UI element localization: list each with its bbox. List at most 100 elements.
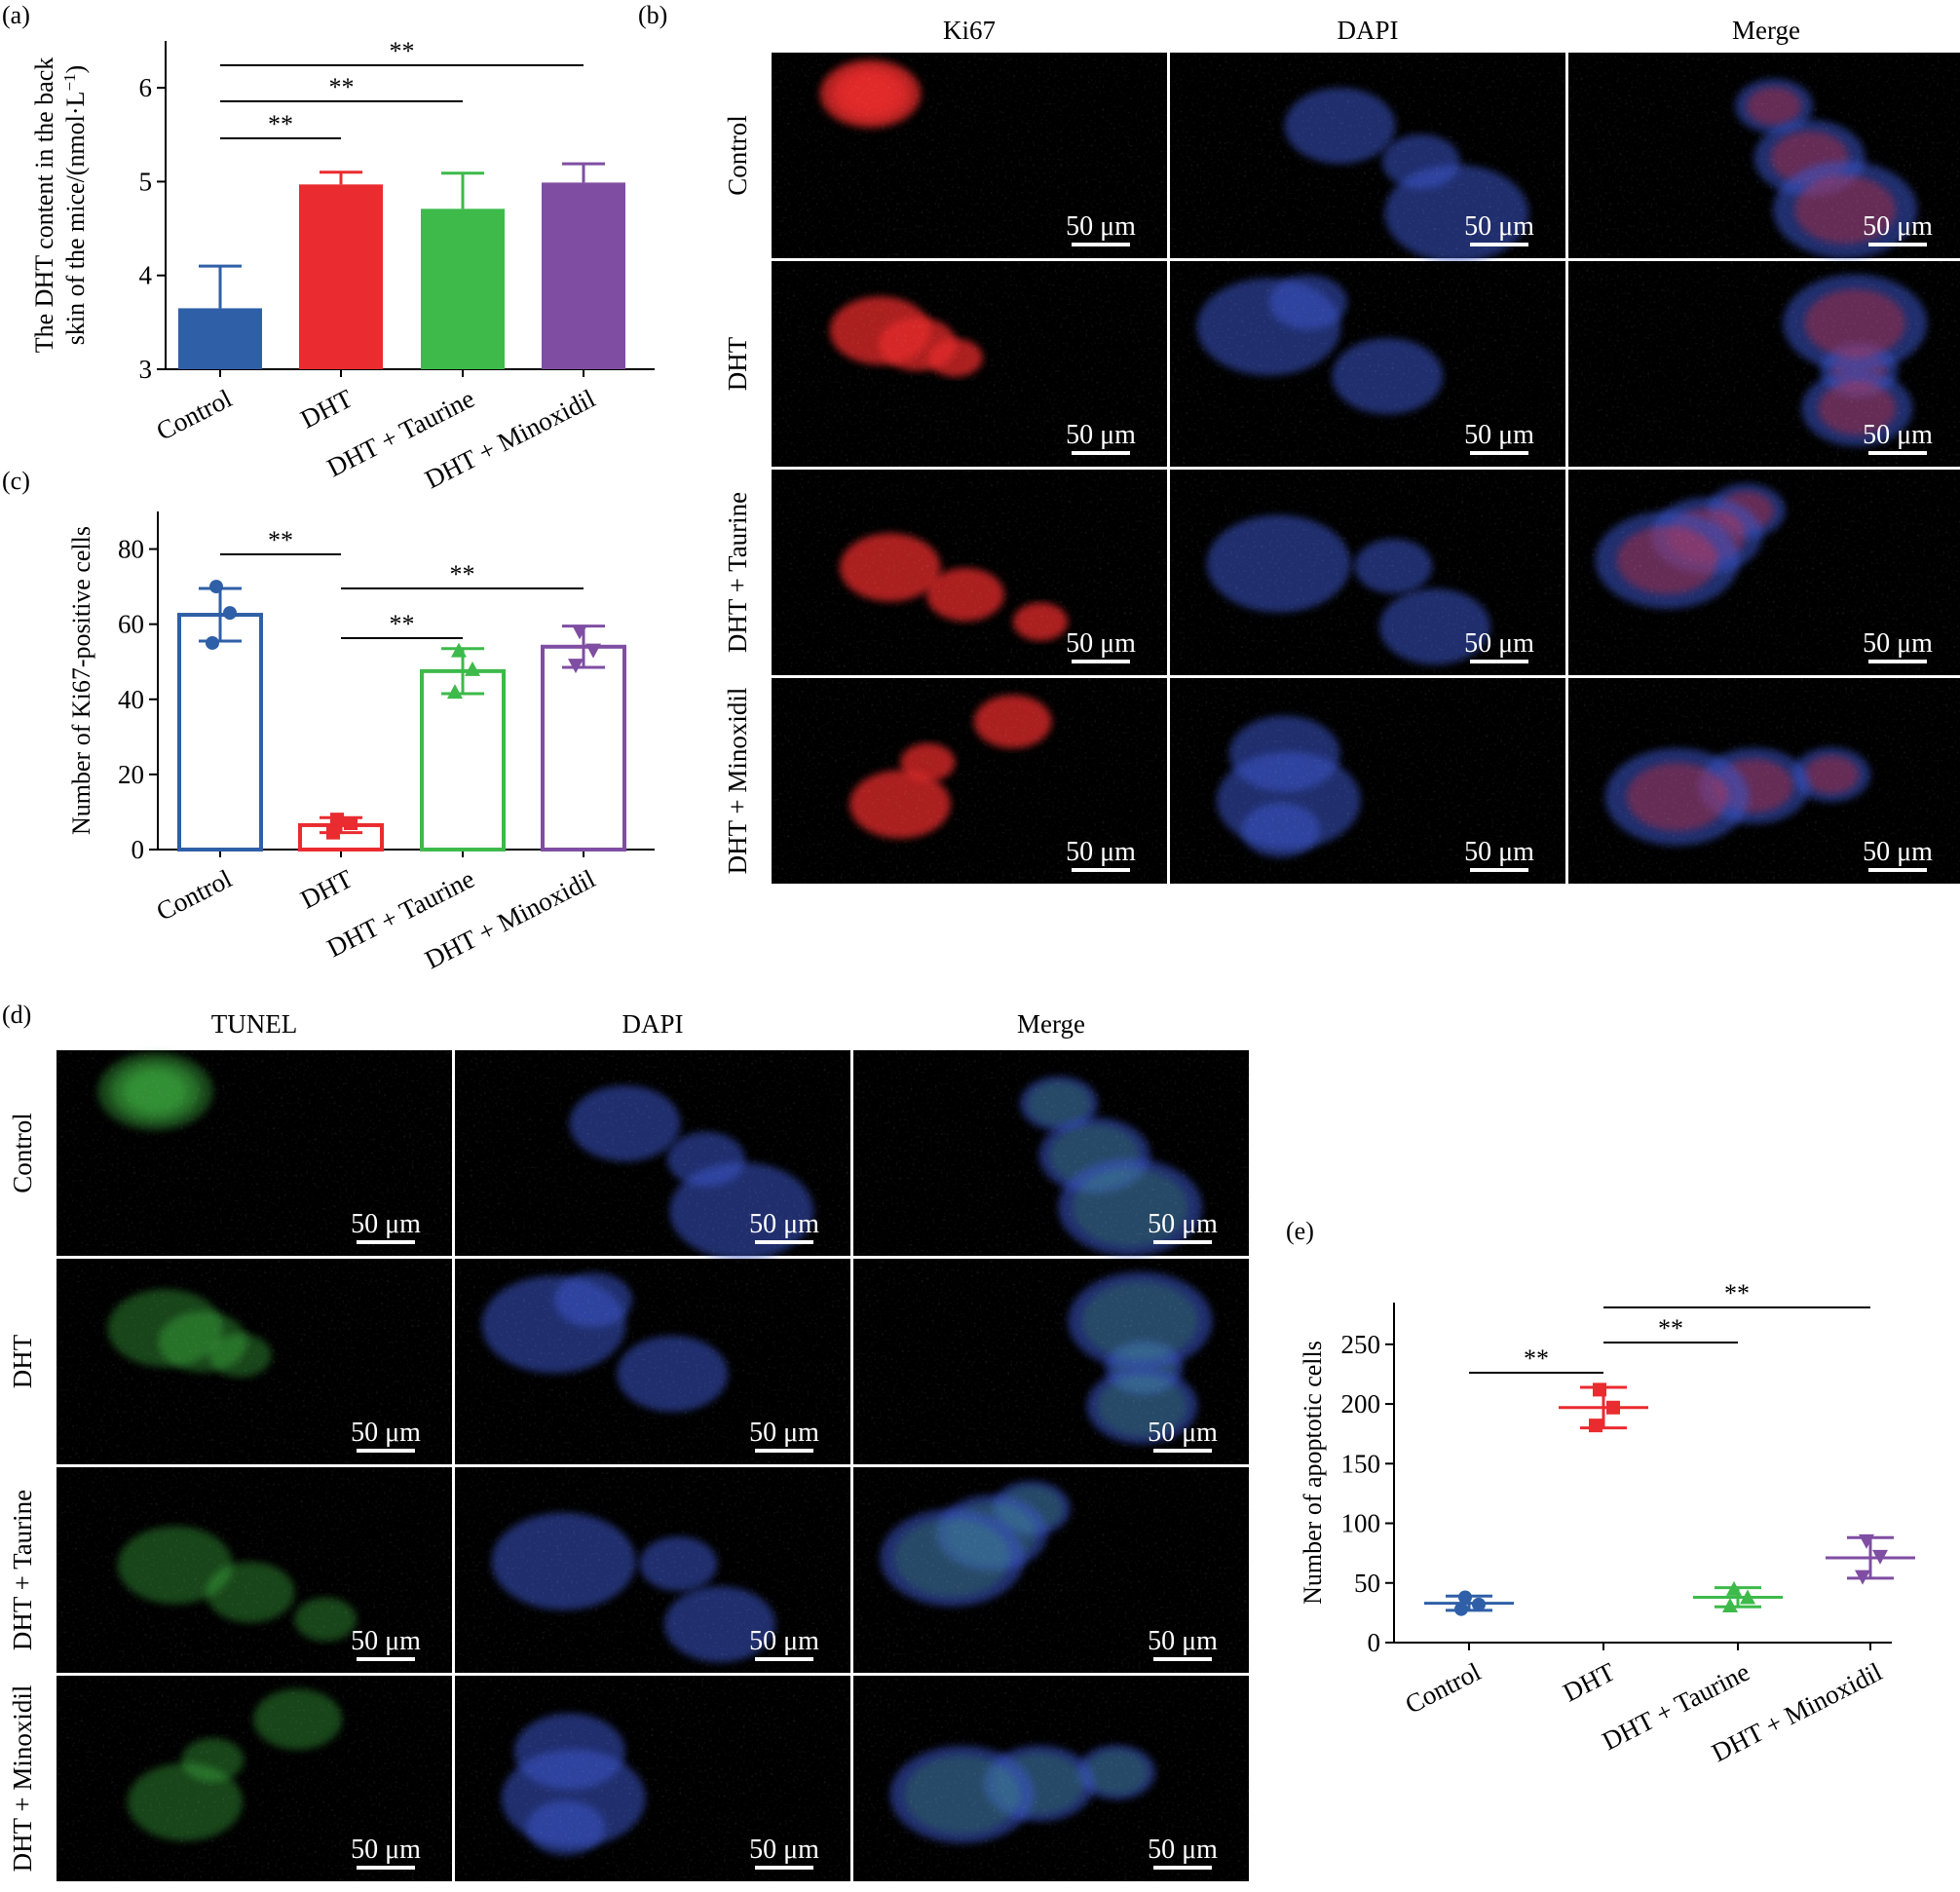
significance-marker: ** — [1724, 1279, 1750, 1307]
micrograph-texture — [1568, 53, 1960, 258]
x-tick-label: Control — [1401, 1657, 1486, 1720]
data-point — [1722, 1598, 1738, 1613]
micrograph-dapi: 50 μm — [1170, 470, 1565, 675]
micrograph-texture — [853, 1467, 1249, 1673]
row-label: DHT + Minoxidil — [723, 688, 752, 875]
data-point — [330, 813, 344, 827]
column-label: Ki67 — [943, 16, 996, 45]
data-point — [1859, 1533, 1874, 1549]
micrograph-texture — [1170, 470, 1565, 675]
data-point — [585, 643, 601, 659]
micrograph-merge: 50 μm — [853, 1259, 1249, 1464]
row-label: Control — [723, 115, 752, 196]
micrograph-merge: 50 μm — [1568, 261, 1960, 467]
y-tick-label: 40 — [118, 685, 144, 714]
micrograph-texture — [853, 1676, 1249, 1881]
micrograph-dapi: 50 μm — [1170, 261, 1565, 467]
row-label: DHT + Minoxidil — [8, 1685, 37, 1873]
micrograph-texture — [853, 1259, 1249, 1464]
micrograph-texture — [1568, 470, 1960, 675]
significance-marker: ** — [268, 110, 293, 138]
micrograph-dapi: 50 μm — [455, 1050, 850, 1261]
micrograph-tunel: 50 μm — [57, 1050, 452, 1256]
micrograph-texture — [57, 1259, 452, 1464]
scale-bar-label: 50 μm — [1148, 1418, 1218, 1448]
micrograph-tunel: 50 μm — [57, 1467, 452, 1673]
scale-bar-label: 50 μm — [1066, 628, 1136, 659]
micrograph-texture — [57, 1467, 452, 1673]
y-axis-label-line2: skin of the mice/(nmol·L−1) — [60, 65, 91, 345]
significance-marker: ** — [390, 610, 415, 638]
x-tick-label: DHT — [1559, 1656, 1621, 1707]
microscopy-grid-d: TUNEL DAPI Merge Control 50 μm 50 μm 50 μm DHT 5… — [8, 1009, 1249, 1881]
micrograph-texture — [772, 53, 1167, 258]
column-label: Merge — [1732, 16, 1800, 45]
micrograph-texture — [1568, 261, 1960, 467]
scale-bar-label: 50 μm — [351, 1209, 421, 1239]
micrograph-texture — [455, 1259, 850, 1464]
micrograph-dapi: 50 μm — [455, 1676, 850, 1881]
data-point — [451, 642, 467, 658]
x-tick-label: DHT — [296, 863, 358, 914]
micrograph-texture — [455, 1050, 850, 1256]
micrograph-dapi: 50 μm — [1170, 678, 1565, 884]
micrograph-ki67: 50 μm — [772, 678, 1167, 884]
panel-label-e: (e) — [1286, 1217, 1314, 1245]
bar — [177, 613, 263, 851]
bar — [299, 184, 383, 369]
micrograph-merge: 50 μm — [1568, 470, 1960, 675]
y-tick-label: 50 — [1354, 1569, 1380, 1598]
micrograph-tunel: 50 μm — [57, 1259, 452, 1464]
data-point — [1726, 1580, 1742, 1596]
micrograph-texture — [853, 1050, 1249, 1256]
bar — [421, 208, 505, 369]
micrograph-texture — [772, 470, 1167, 675]
y-tick-label: 0 — [1368, 1628, 1381, 1657]
column-label: DAPI — [622, 1009, 683, 1039]
data-point — [209, 580, 223, 594]
data-point — [1458, 1590, 1472, 1605]
column-label: Merge — [1017, 1009, 1085, 1039]
scale-bar-label: 50 μm — [1863, 420, 1933, 450]
column-label: TUNEL — [211, 1009, 297, 1039]
scale-bar-label: 50 μm — [749, 1418, 819, 1448]
micrograph-texture — [772, 261, 1167, 467]
micrograph-dapi: 50 μm — [455, 1467, 850, 1673]
micrograph-texture — [455, 1676, 850, 1881]
bar — [542, 182, 625, 369]
scale-bar-label: 50 μm — [1066, 837, 1136, 867]
data-point — [1454, 1602, 1468, 1616]
micrograph-dapi: 50 μm — [1170, 53, 1565, 263]
data-point — [465, 661, 480, 676]
bar — [420, 668, 506, 851]
chart-e-apoptotic-count: 0 50 100 150 200 250 Number of apoptotic cells… — [1299, 1279, 1915, 1767]
y-tick-label: 20 — [118, 760, 144, 789]
significance-marker: ** — [1658, 1314, 1683, 1343]
data-point — [206, 635, 219, 650]
scale-bar-label: 50 μm — [1148, 1835, 1218, 1865]
micrograph-texture — [57, 1676, 452, 1881]
scale-bar-label: 50 μm — [1464, 837, 1534, 867]
scale-bar-label: 50 μm — [1464, 211, 1534, 242]
y-tick-label: 150 — [1341, 1449, 1381, 1478]
micrograph-texture — [1170, 678, 1565, 884]
data-point — [568, 659, 584, 674]
scale-bar-label: 50 μm — [351, 1835, 421, 1865]
y-tick-label: 60 — [118, 610, 144, 639]
micrograph-ki67: 50 μm — [772, 261, 1167, 467]
row-label: DHT + Taurine — [8, 1490, 37, 1650]
column-label: DAPI — [1337, 16, 1398, 45]
scale-bar-label: 50 μm — [351, 1418, 421, 1448]
micrograph-merge: 50 μm — [1568, 678, 1960, 884]
y-tick-label: 0 — [132, 835, 145, 864]
y-tick-label: 80 — [118, 535, 144, 564]
significance-marker: ** — [450, 560, 475, 588]
micrograph-merge: 50 μm — [853, 1050, 1249, 1257]
scale-bar-label: 50 μm — [1066, 420, 1136, 450]
data-point — [1606, 1400, 1620, 1415]
data-point — [1855, 1570, 1870, 1585]
x-tick-label: Control — [152, 384, 237, 446]
bar — [178, 308, 262, 369]
chart-a-dht-content: 3 4 5 6 The DHT content in the back skin of t… — [30, 37, 655, 494]
